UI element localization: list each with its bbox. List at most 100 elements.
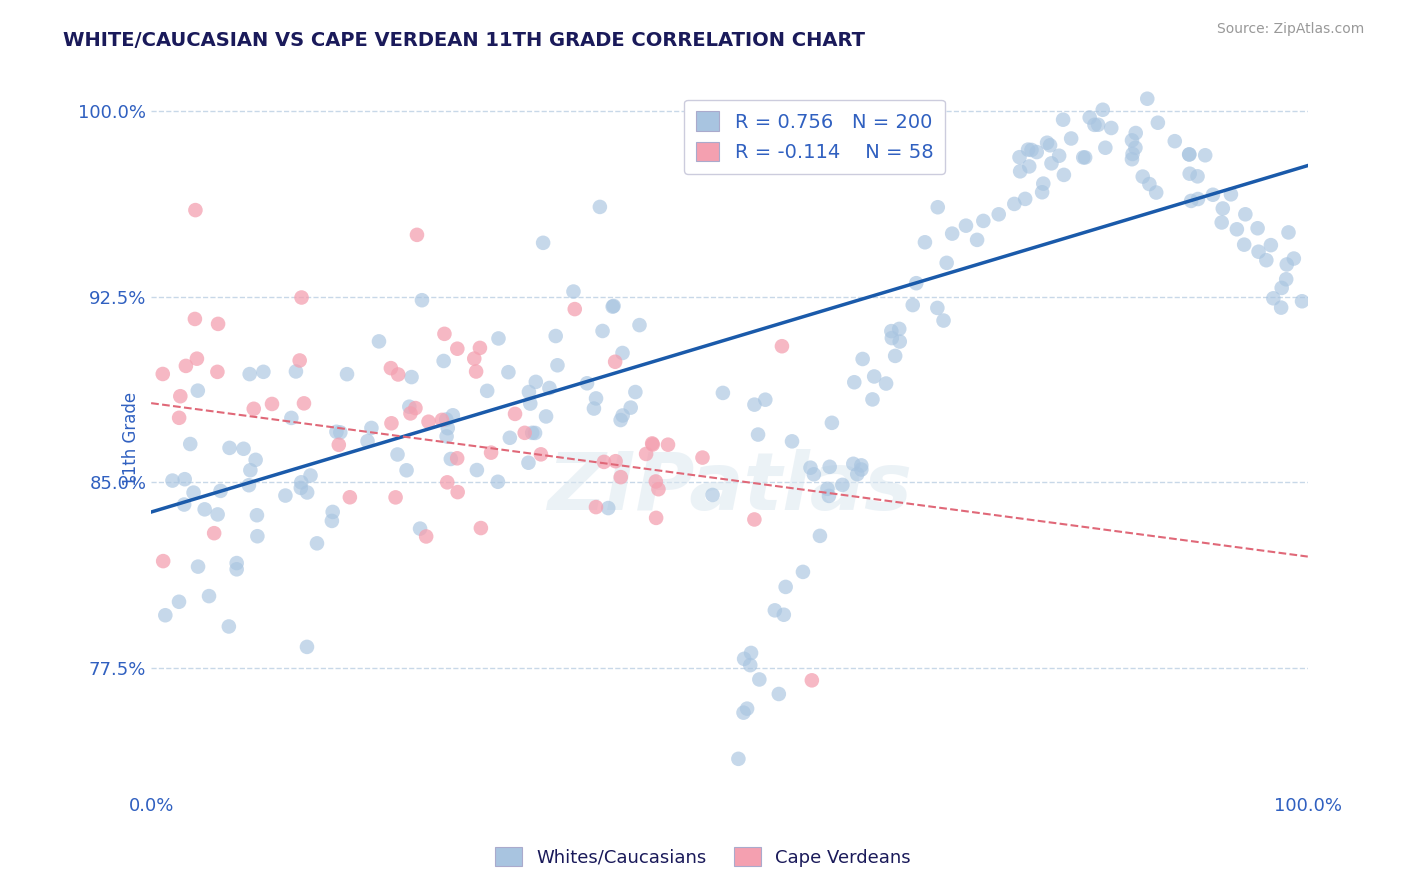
Point <box>1212 202 1234 216</box>
Point <box>292 396 315 410</box>
Point <box>1260 238 1282 252</box>
Point <box>808 529 831 543</box>
Point <box>284 364 307 378</box>
Point <box>329 425 352 440</box>
Point <box>207 508 229 522</box>
Point <box>768 687 790 701</box>
Point <box>280 411 302 425</box>
Point <box>582 401 605 416</box>
Point <box>735 701 758 715</box>
Point <box>436 429 458 443</box>
Point <box>470 521 492 535</box>
Point <box>889 334 911 349</box>
Point <box>576 376 599 391</box>
Point <box>775 580 797 594</box>
Point <box>592 324 614 338</box>
Point <box>1187 192 1209 206</box>
Point <box>524 425 547 440</box>
Point <box>1122 147 1144 161</box>
Point <box>1002 197 1025 211</box>
Point <box>987 207 1010 221</box>
Point <box>531 235 554 250</box>
Point <box>1053 168 1076 182</box>
Point <box>851 462 873 476</box>
Point <box>1187 169 1209 184</box>
Point <box>727 752 749 766</box>
Point <box>406 227 429 242</box>
Point <box>645 511 668 525</box>
Point <box>187 384 209 398</box>
Point <box>1060 131 1083 145</box>
Point <box>863 369 886 384</box>
Point <box>763 603 786 617</box>
Point <box>225 562 247 576</box>
Point <box>792 565 814 579</box>
Point <box>1263 291 1285 305</box>
Point <box>647 482 669 496</box>
Point <box>692 450 714 465</box>
Point <box>1180 194 1202 208</box>
Point <box>295 640 318 654</box>
Point <box>498 365 520 379</box>
Point <box>884 349 907 363</box>
Point <box>1282 252 1305 266</box>
Point <box>754 392 776 407</box>
Point <box>418 415 440 429</box>
Point <box>225 556 247 570</box>
Point <box>167 410 190 425</box>
Point <box>404 401 426 416</box>
Point <box>733 706 755 720</box>
Point <box>173 498 195 512</box>
Point <box>1021 143 1043 157</box>
Point <box>288 353 311 368</box>
Point <box>733 652 755 666</box>
Point <box>186 351 208 366</box>
Point <box>972 214 994 228</box>
Point <box>299 468 322 483</box>
Point <box>246 529 269 543</box>
Point <box>534 409 557 424</box>
Point <box>800 673 823 688</box>
Point <box>184 312 207 326</box>
Point <box>169 389 191 403</box>
Point <box>440 452 463 467</box>
Point <box>295 485 318 500</box>
Point <box>486 475 509 489</box>
Point <box>183 485 205 500</box>
Point <box>380 361 402 376</box>
Point <box>818 489 841 503</box>
Point <box>433 326 456 341</box>
Point <box>395 463 418 477</box>
Legend: Whites/Caucasians, Cape Verdeans: Whites/Caucasians, Cape Verdeans <box>488 840 918 874</box>
Point <box>803 467 825 482</box>
Text: WHITE/CAUCASIAN VS CAPE VERDEAN 11TH GRADE CORRELATION CHART: WHITE/CAUCASIAN VS CAPE VERDEAN 11TH GRA… <box>63 31 865 50</box>
Point <box>1136 92 1159 106</box>
Point <box>519 396 541 410</box>
Point <box>305 536 328 550</box>
Point <box>1219 187 1241 202</box>
Point <box>321 514 343 528</box>
Point <box>740 646 762 660</box>
Point <box>605 355 627 369</box>
Point <box>399 406 422 420</box>
Point <box>1039 138 1062 153</box>
Point <box>401 370 423 384</box>
Point <box>844 376 866 390</box>
Point <box>441 409 464 423</box>
Point <box>598 501 620 516</box>
Point <box>851 458 873 473</box>
Point <box>612 346 634 360</box>
Point <box>434 412 457 426</box>
Point <box>901 298 924 312</box>
Point <box>636 447 658 461</box>
Point <box>821 416 844 430</box>
Point <box>1052 112 1074 127</box>
Point <box>1275 258 1298 272</box>
Point <box>966 233 988 247</box>
Point <box>336 367 359 381</box>
Point <box>612 409 634 423</box>
Point <box>242 401 264 416</box>
Point <box>744 398 766 412</box>
Point <box>339 490 361 504</box>
Point <box>610 470 633 484</box>
